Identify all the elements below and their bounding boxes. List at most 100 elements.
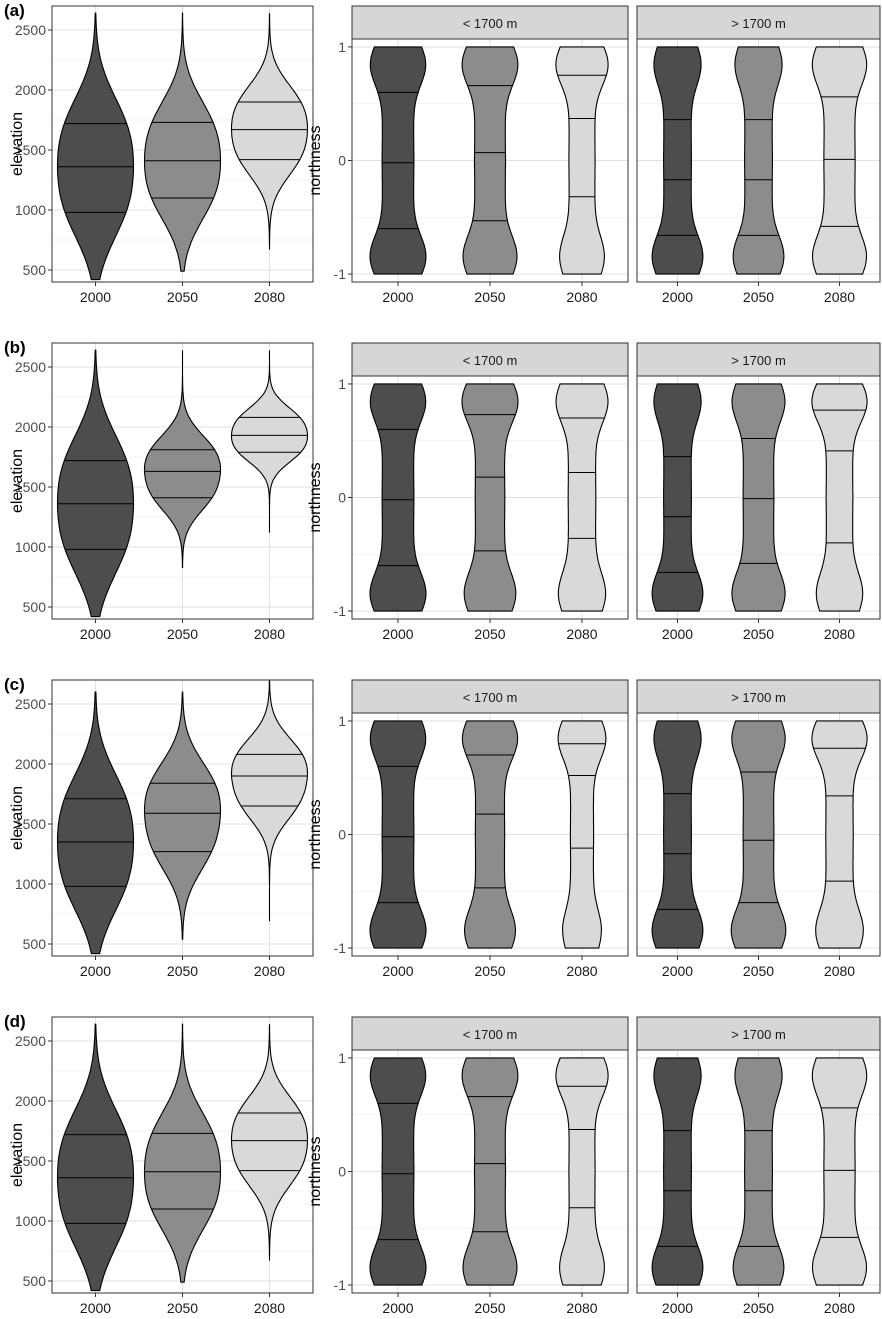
violin-2050-violin — [143, 350, 222, 568]
violin-2080-violin — [811, 46, 868, 275]
facet-below-1700: < 1700 m 2000 2050 2080 -1 0 1 northness — [307, 679, 629, 979]
x-tick-label: 2050 — [167, 626, 198, 642]
violin-2000-violin — [56, 12, 135, 281]
y-tick-label: 1 — [338, 376, 346, 392]
y-axis-label: northness — [307, 1136, 324, 1206]
x-tick-label: 2050 — [167, 963, 198, 979]
violin-2000-violin — [369, 46, 427, 275]
northness-panel: < 1700 m 2000 2050 2080 -1 0 1 northness > 1700 … — [307, 1016, 881, 1316]
elevation-panel: 500 1000 1500 2000 2500 2000 2050 2080 elevation — [9, 679, 314, 979]
y-tick-label: 1000 — [15, 539, 46, 555]
x-tick-label: 2080 — [824, 626, 855, 642]
y-tick-label: 2500 — [15, 359, 46, 375]
x-tick-label: 2050 — [743, 963, 774, 979]
x-tick-label: 2000 — [382, 626, 413, 642]
y-tick-label: 0 — [338, 827, 346, 843]
x-tick-label: 2050 — [474, 1300, 505, 1314]
facet-above-1700: > 1700 m 2000 2050 2080 — [636, 1016, 881, 1316]
violin-2050-violin — [461, 383, 519, 612]
x-tick-label: 2080 — [566, 626, 597, 642]
violin-2080-violin — [811, 1057, 868, 1286]
x-tick-label: 2080 — [254, 963, 285, 979]
x-tick-label: 2000 — [80, 289, 111, 305]
facet-strip — [636, 5, 881, 40]
y-tick-label: 1500 — [15, 142, 46, 158]
y-axis-label: elevation — [9, 786, 26, 850]
violin-2080-violin — [230, 13, 309, 250]
y-tick-label: -1 — [334, 603, 347, 619]
violin-2050-violin — [461, 1057, 519, 1286]
y-tick-label: -1 — [334, 1277, 347, 1293]
violin-2080-violin — [557, 720, 607, 949]
x-tick-label: 2050 — [167, 289, 198, 305]
violin-2050-violin — [461, 720, 519, 949]
x-tick-label: 2050 — [474, 626, 505, 642]
x-tick-label: 2080 — [254, 1300, 285, 1314]
y-tick-label: 2000 — [15, 82, 46, 98]
violin-2050-violin — [732, 1057, 785, 1286]
y-tick-label: 1000 — [15, 202, 46, 218]
x-tick-label: 2000 — [662, 626, 693, 642]
facet-strip — [351, 5, 629, 40]
y-tick-label: 2500 — [15, 696, 46, 712]
facet-strip-label: > 1700 m — [731, 353, 786, 368]
facet-strip — [636, 679, 881, 714]
y-tick-label: 500 — [23, 1273, 47, 1289]
violin-2000-violin — [651, 1057, 704, 1286]
y-tick-label: -1 — [334, 940, 347, 956]
y-tick-label: 1000 — [15, 876, 46, 892]
facet-strip-label: < 1700 m — [463, 1027, 518, 1042]
northness-panel: < 1700 m 2000 2050 2080 -1 0 1 northness > 1700 … — [307, 342, 881, 642]
elevation-panel: 500 1000 1500 2000 2500 2000 2050 2080 elevation — [9, 342, 314, 642]
panel-label: (b) — [4, 338, 26, 357]
figure-row: (c) 500 1000 1500 2000 2500 2000 2050 2080 elevat… — [4, 675, 881, 979]
violin-2000-violin — [56, 1023, 135, 1292]
violin-2050-violin — [731, 383, 786, 612]
x-tick-label: 2080 — [824, 963, 855, 979]
violin-2050-violin — [143, 691, 222, 940]
y-tick-label: 1 — [338, 1050, 346, 1066]
facet-above-1700: > 1700 m 2000 2050 2080 — [636, 342, 881, 642]
violin-2050-violin — [461, 46, 519, 275]
violin-2000-violin — [651, 383, 704, 612]
y-tick-label: 2500 — [15, 1033, 46, 1049]
x-tick-label: 2050 — [167, 1300, 198, 1314]
y-tick-label: 2000 — [15, 419, 46, 435]
y-axis-label: elevation — [9, 112, 26, 176]
x-tick-label: 2080 — [254, 289, 285, 305]
violin-2050-violin — [730, 720, 787, 949]
x-tick-label: 2000 — [662, 1300, 693, 1314]
violin-2000-violin — [651, 46, 704, 275]
y-tick-label: 2500 — [15, 22, 46, 38]
y-tick-label: 1 — [338, 39, 346, 55]
y-tick-label: 1500 — [15, 1153, 46, 1169]
violin-2080-violin — [555, 46, 609, 275]
y-axis-label: northness — [307, 799, 324, 869]
panel-label: (c) — [4, 675, 25, 694]
x-tick-label: 2000 — [382, 963, 413, 979]
figure-row: (d) 500 1000 1500 2000 2500 2000 2050 2080 elevat… — [4, 1012, 881, 1316]
x-tick-label: 2080 — [824, 1300, 855, 1314]
x-tick-label: 2050 — [743, 626, 774, 642]
y-tick-label: 2000 — [15, 756, 46, 772]
x-tick-label: 2080 — [566, 289, 597, 305]
y-tick-label: 2000 — [15, 1093, 46, 1109]
panel-label: (a) — [4, 1, 25, 20]
northness-panel: < 1700 m 2000 2050 2080 -1 0 1 northness > 1700 … — [307, 5, 881, 305]
figure-row: (b) 500 1000 1500 2000 2500 2000 2050 2080 elevat… — [4, 338, 881, 642]
x-tick-label: 2080 — [824, 289, 855, 305]
facet-below-1700: < 1700 m 2000 2050 2080 -1 0 1 northness — [307, 342, 629, 642]
violin-2080-violin — [230, 1024, 309, 1261]
x-tick-label: 2000 — [382, 1300, 413, 1314]
facet-strip-label: < 1700 m — [463, 353, 518, 368]
y-tick-label: 500 — [23, 936, 47, 952]
y-axis-label: elevation — [9, 449, 26, 513]
y-axis-label: northness — [307, 462, 324, 532]
violin-2050-violin — [143, 1023, 222, 1283]
y-tick-label: 1500 — [15, 816, 46, 832]
y-axis-label: elevation — [9, 1123, 26, 1187]
x-tick-label: 2050 — [474, 963, 505, 979]
facet-strip — [636, 342, 881, 377]
violin-2080-violin — [811, 720, 868, 949]
